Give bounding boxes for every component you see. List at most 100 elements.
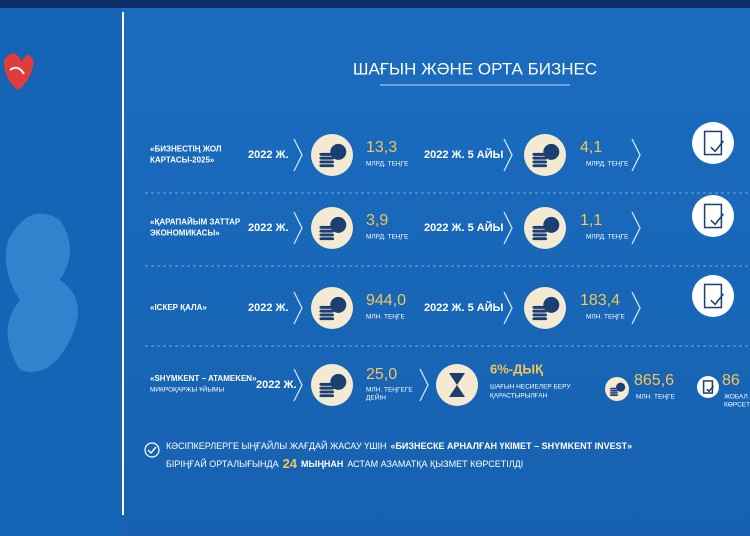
chevron xyxy=(503,211,513,245)
leopard-emblem xyxy=(5,213,78,372)
doc-check xyxy=(710,140,725,153)
coin-stack xyxy=(319,309,335,313)
coin-stack xyxy=(532,160,548,164)
doc-icon xyxy=(697,376,719,398)
doc-check xyxy=(710,293,725,306)
coin-stack xyxy=(319,386,335,390)
doc-icon xyxy=(692,122,734,164)
coin-stack xyxy=(319,305,335,309)
coin-stack xyxy=(319,156,335,160)
coin-stack xyxy=(532,313,548,317)
total: 865,6 xyxy=(634,372,674,389)
footer-number: 24 xyxy=(283,456,298,471)
coin-stack xyxy=(319,152,335,156)
rate-note: ҚАРАСТЫРЫЛҒАН xyxy=(490,393,548,400)
coin-stack xyxy=(532,237,548,241)
coin-front xyxy=(543,296,560,313)
row-label: «SHYMKENT – ATAMEKEN» xyxy=(150,374,257,383)
total-unit: МЛН. ТЕҢГЕ xyxy=(636,394,676,401)
footer-line-1: КӘСІПКЕРЛЕРГЕ ЫҢҒАЙЛЫ ЖАҒДАЙ ЖАСАУ ҮШІН «… xyxy=(166,440,632,451)
footer-line-2: БІРІҢҒАЙ ОРТАЛЫҒЫНДА 24 МЫҢНАН АСТАМ АЗАМАТ… xyxy=(166,456,523,471)
coin-stack xyxy=(532,152,548,156)
row-year: 2022 Ж. xyxy=(248,149,289,161)
top-strip xyxy=(0,0,750,8)
logo xyxy=(4,53,34,90)
row-unit: МЛН. ТЕҢГЕ xyxy=(586,314,626,321)
chevron xyxy=(631,211,641,245)
coin-stack xyxy=(609,392,619,394)
row-label: «ҚАРАПАЙЫМ ЗАТТАР xyxy=(150,218,241,227)
coin-stack xyxy=(319,225,335,229)
coin-front xyxy=(330,373,347,390)
rows: «БИЗНЕСТІҢ ЖОЛ КАРТАСЫ-2025» 2022 Ж. 13,3 МЛ… xyxy=(145,122,750,347)
title: ШАҒЫН ЖӘНЕ ОРТА БИЗНЕС xyxy=(353,59,597,78)
row-unit: МЛРД. ТЕҢГЕ xyxy=(366,234,409,241)
coin-stack xyxy=(319,229,335,233)
coin-stack xyxy=(319,313,335,317)
coin-stack xyxy=(319,382,335,386)
projects-note: КӨРСЕТ xyxy=(724,402,750,409)
row-amount: 183,4 xyxy=(580,292,620,309)
coin-front xyxy=(330,296,347,313)
last-row: «SHYMKENT – ATAMEKEN» МИКРОҚАРЖЫ ҰЙЫМЫ 202… xyxy=(150,361,750,408)
coin-stack xyxy=(532,164,548,168)
chevron xyxy=(293,368,303,402)
coin-stack xyxy=(319,394,335,398)
hourglass xyxy=(449,373,465,397)
coin-stack xyxy=(319,237,335,241)
row-unit: ДЕЙІН xyxy=(366,393,386,402)
row-unit: МЛН. ТЕҢГЕГЕ xyxy=(366,387,413,394)
footer-text: АСТАМ АЗАМАТҚА ҚЫЗМЕТ КӨРСЕТІЛДІ xyxy=(347,459,523,469)
coin-stack xyxy=(319,390,335,394)
coin-stack xyxy=(319,317,335,321)
row-year: 2022 Ж. xyxy=(256,379,297,391)
row-year: 2022 Ж. xyxy=(248,302,289,314)
chevron xyxy=(631,291,641,325)
doc-check xyxy=(706,385,715,393)
coin-stack xyxy=(532,156,548,160)
chevron xyxy=(631,138,641,172)
coin-stack xyxy=(609,394,619,396)
check-mark xyxy=(147,446,157,455)
row-unit: МЛРД. ТЕҢГЕ xyxy=(366,161,409,168)
row-unit: МЛН. ТЕҢГЕ xyxy=(366,314,406,321)
chevron xyxy=(293,211,303,245)
rate-note: ШАҒЫН НЕСИЕЛЕР БЕРУ xyxy=(490,384,571,391)
row-label: КАРТАСЫ-2025» xyxy=(150,156,215,165)
row-amount: 25,0 xyxy=(366,366,397,383)
row-period: 2022 Ж. 5 АЙЫ xyxy=(424,301,504,314)
row-amount: 3,9 xyxy=(366,212,388,229)
coin-stack xyxy=(532,225,548,229)
projects-note: ЖОБАЛ xyxy=(724,394,748,401)
check-icon xyxy=(144,442,160,458)
coin-stack xyxy=(532,233,548,237)
row-period: 2022 Ж. 5 АЙЫ xyxy=(424,221,504,234)
coin-front xyxy=(543,216,560,233)
coin-stack xyxy=(609,387,619,390)
footer: КӘСІПКЕРЛЕРГЕ ЫҢҒАЙЛЫ ЖАҒДАЙ ЖАСАУ ҮШІН «… xyxy=(144,440,632,471)
coin-stack xyxy=(319,164,335,168)
hourglass-icon xyxy=(436,364,478,406)
coin-front xyxy=(616,382,626,392)
row-amount: 13,3 xyxy=(366,139,397,156)
row-label: «ІСКЕР ҚАЛА» xyxy=(150,303,207,312)
row-label: «БИЗНЕСТІҢ ЖОЛ xyxy=(150,145,222,154)
chevron xyxy=(293,138,303,172)
doc-icon xyxy=(692,275,734,317)
row-label: ЭКОНОМИКАСЫ» xyxy=(150,229,220,238)
chevron xyxy=(419,368,429,402)
footer-text: БІРІҢҒАЙ ОРТАЛЫҒЫНДА xyxy=(166,458,279,469)
projects: 86 xyxy=(722,372,740,389)
coin-front xyxy=(543,143,560,160)
chevron xyxy=(293,291,303,325)
doc-icon xyxy=(692,195,734,237)
row-unit: МЛРД. ТЕҢГЕ xyxy=(586,234,629,241)
footer-text: КӘСІПКЕРЛЕРГЕ ЫҢҒАЙЛЫ ЖАҒДАЙ ЖАСАУ ҮШІН xyxy=(166,440,386,451)
coin-stack xyxy=(532,305,548,309)
row-period: 2022 Ж. 5 АЙЫ xyxy=(424,148,504,161)
footer-highlight: «БИЗНЕСКЕ АРНАЛҒАН ҮКІМЕТ – SHYMKENT INV… xyxy=(390,441,632,451)
coin-stack xyxy=(532,229,548,233)
coin-stack xyxy=(319,160,335,164)
